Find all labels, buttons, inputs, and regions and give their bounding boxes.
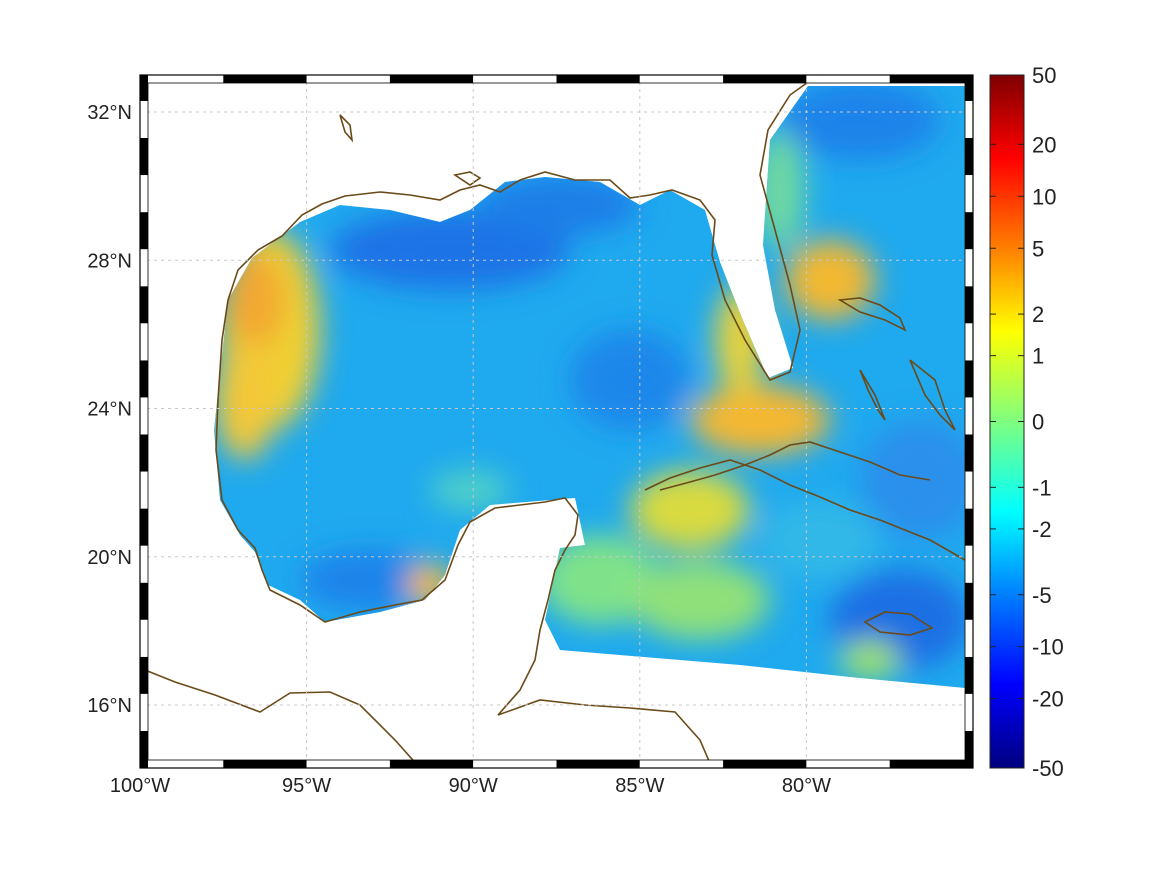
longitude-label: 100°W xyxy=(110,775,170,797)
frame-band-bottom xyxy=(389,760,474,768)
graticule xyxy=(139,75,973,768)
latitude-label: 32°N xyxy=(87,102,132,124)
frame-band-left xyxy=(140,619,148,657)
frame-band-right xyxy=(965,249,973,287)
frame-band-left xyxy=(140,360,148,398)
colorbar-tick-label: -2 xyxy=(1032,517,1052,542)
colorbar-tick-label: -5 xyxy=(1032,583,1052,608)
frame-band-right xyxy=(965,656,973,694)
frame-band-top xyxy=(306,75,390,83)
frame-band-left xyxy=(140,323,148,361)
frame-band-right xyxy=(965,100,973,138)
frame-band-right xyxy=(965,360,973,398)
frame-band-left xyxy=(140,545,148,583)
latitude-labels: 32°N 28°N 24°N 20°N 16°N xyxy=(87,102,132,717)
frame-band-top xyxy=(223,75,307,83)
colorbar-tick-label: 10 xyxy=(1032,184,1056,209)
latitude-label: 24°N xyxy=(87,399,132,421)
frame-band-bottom xyxy=(723,760,807,768)
frame-band-left xyxy=(140,471,148,509)
frame-band-right xyxy=(965,397,973,435)
latitude-label: 16°N xyxy=(87,695,132,717)
frame-band-bottom xyxy=(306,760,390,768)
longitude-label: 85°W xyxy=(615,775,664,797)
frame-band-bottom xyxy=(639,760,724,768)
longitude-label: 80°W xyxy=(782,775,831,797)
frame-band-right xyxy=(965,471,973,509)
frame-band-left xyxy=(140,656,148,694)
frame-band-bottom xyxy=(140,760,224,768)
frame-band-left xyxy=(140,100,148,138)
coastlines xyxy=(139,74,966,769)
frame-band-right xyxy=(965,582,973,620)
frame-inner-outline xyxy=(147,82,966,761)
colorbar-tick-label: 50 xyxy=(1032,63,1056,88)
frame-band-right xyxy=(965,175,973,213)
latitude-label: 28°N xyxy=(87,250,132,272)
frame-band-right xyxy=(965,545,973,583)
frame-band-top xyxy=(556,75,640,83)
colorbar-tick-label: 2 xyxy=(1032,302,1044,327)
latitude-label: 20°N xyxy=(87,547,132,569)
longitude-labels: 100°W 95°W 90°W 85°W 80°W xyxy=(110,775,831,797)
frame-band-left xyxy=(140,730,148,768)
frame-band-right xyxy=(965,434,973,472)
frame-band-right xyxy=(965,323,973,361)
frame-band-left xyxy=(140,693,148,731)
frame-band-left xyxy=(140,75,148,101)
longitude-label: 90°W xyxy=(449,775,498,797)
frame-band-left xyxy=(140,249,148,287)
frame-outline xyxy=(139,74,974,769)
frame-band-right xyxy=(965,730,973,768)
frame-band-bottom xyxy=(889,760,973,768)
frame-band-bottom xyxy=(806,760,890,768)
frame-band-top xyxy=(473,75,557,83)
frame-band-left xyxy=(140,175,148,213)
frame-band-top xyxy=(889,75,973,83)
frame-band-bottom xyxy=(223,760,307,768)
frame-band-left xyxy=(140,582,148,620)
colorbar-tick-label: 1 xyxy=(1032,344,1044,369)
frame-band-left xyxy=(140,434,148,472)
frame-band-top xyxy=(389,75,474,83)
colorbar-tick-label: -10 xyxy=(1032,635,1064,660)
frame-band-top xyxy=(639,75,724,83)
frame-band-top xyxy=(140,75,224,83)
colorbar-tick-label: -1 xyxy=(1032,475,1052,500)
frame-band-bottom xyxy=(556,760,640,768)
frame-band-left xyxy=(140,397,148,435)
frame-band-right xyxy=(965,508,973,546)
frame-band-left xyxy=(140,508,148,546)
frame-band-right xyxy=(965,693,973,731)
frame-band-right xyxy=(965,286,973,324)
longitude-label: 95°W xyxy=(282,775,331,797)
frame-band-top xyxy=(806,75,890,83)
colorbar-tick-label: 0 xyxy=(1032,410,1044,435)
colorbar-tick-label: -20 xyxy=(1032,687,1064,712)
frame-band-right xyxy=(965,138,973,176)
colorbar-tick-label: -50 xyxy=(1032,756,1064,781)
frame-band-left xyxy=(140,138,148,176)
frame-band-right xyxy=(965,619,973,657)
frame-band-top xyxy=(723,75,807,83)
colorbar-tick-label: 20 xyxy=(1032,132,1056,157)
frame-band-right xyxy=(965,75,973,101)
frame-band-left xyxy=(140,212,148,250)
frame-band-right xyxy=(965,212,973,250)
frame-band-left xyxy=(140,286,148,324)
map-frame xyxy=(139,74,974,769)
frame-band-bottom xyxy=(473,760,557,768)
colorbar-tick-label: 5 xyxy=(1032,236,1044,261)
